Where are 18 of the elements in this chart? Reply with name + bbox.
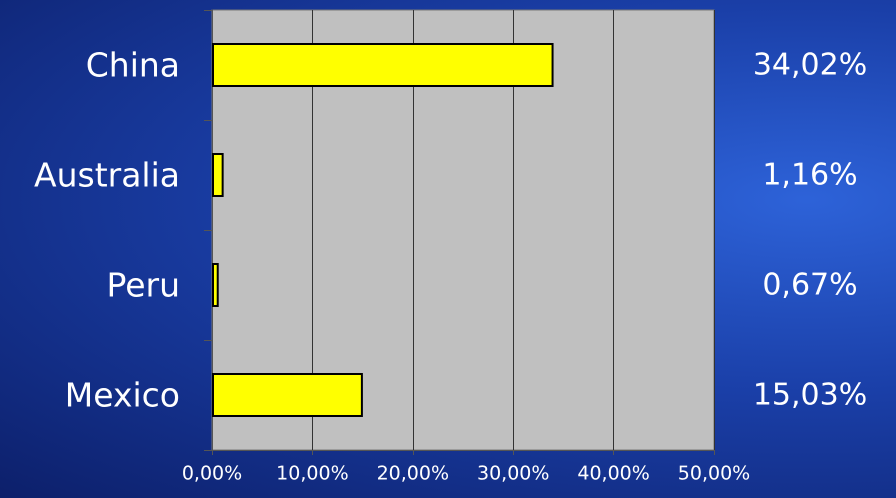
bar xyxy=(212,43,554,87)
y-tick-label: Peru xyxy=(106,266,180,304)
x-tick-label: 10,00% xyxy=(276,462,349,484)
data-label: 1,16% xyxy=(762,158,858,192)
bar xyxy=(212,153,224,197)
x-tick-label: 40,00% xyxy=(577,462,650,484)
bar xyxy=(212,373,363,417)
data-label: 34,02% xyxy=(752,48,868,82)
y-tick-label: China xyxy=(86,46,180,84)
x-tick-label: 50,00% xyxy=(678,462,750,484)
y-tick-label: Australia xyxy=(34,156,180,194)
x-tick-label: 20,00% xyxy=(376,462,450,484)
data-label: 0,67% xyxy=(762,268,858,302)
x-tick-label: 30,00% xyxy=(476,462,550,484)
y-tick-label: Mexico xyxy=(64,376,180,414)
x-tick-label: 0,00% xyxy=(182,462,242,484)
data-label: 15,03% xyxy=(752,378,868,412)
bar xyxy=(212,263,219,307)
